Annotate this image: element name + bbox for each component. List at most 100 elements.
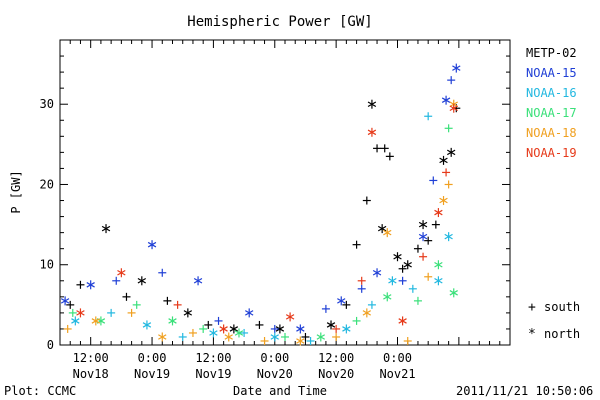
point-metp-02-north — [229, 324, 239, 334]
point-noaa-19-south — [173, 300, 182, 309]
point-noaa-17-north — [449, 288, 458, 298]
point-metp-02-south — [66, 300, 75, 309]
point-metp-02-south — [76, 280, 85, 289]
point-metp-02-north — [377, 224, 387, 234]
y-tick-label: 20 — [40, 177, 54, 191]
point-noaa-15-south — [214, 316, 223, 325]
point-metp-02-south — [385, 152, 394, 161]
point-metp-02-south — [373, 144, 382, 153]
x-tick-day-label: Nov20 — [257, 367, 293, 381]
point-noaa-17-south — [413, 296, 422, 305]
plot-credit: Plot: CCMC — [4, 384, 76, 398]
point-metp-02-north — [403, 260, 412, 270]
point-metp-02-south — [204, 320, 213, 329]
point-noaa-17-north — [316, 332, 325, 342]
y-tick-label: 30 — [40, 97, 54, 111]
point-noaa-19-north — [434, 208, 443, 218]
point-noaa-16-north — [444, 232, 453, 242]
point-metp-02-south — [301, 332, 310, 341]
y-tick-label: 10 — [40, 258, 54, 272]
legend: METP-02 NOAA-15 NOAA-16 NOAA-17 NOAA-18 NOAA-… — [526, 46, 577, 160]
point-noaa-16-north — [209, 328, 218, 338]
point-noaa-15-south — [398, 276, 407, 285]
point-metp-02-south — [163, 296, 172, 305]
point-noaa-16-south — [424, 112, 433, 121]
point-noaa-15-south — [112, 276, 121, 285]
point-noaa-19-north — [398, 316, 407, 326]
point-noaa-18-north — [296, 336, 305, 346]
plot-timestamp: 2011/11/21 10:50:06 — [456, 384, 593, 398]
point-noaa-16-north — [342, 324, 351, 334]
point-noaa-19-north — [367, 127, 377, 137]
x-tick-time-label: 0:00 — [383, 351, 412, 365]
point-noaa-17-north — [383, 292, 392, 302]
y-axis-label: P [GW] — [9, 170, 23, 213]
point-metp-02-south — [398, 264, 407, 273]
point-noaa-17-north — [168, 316, 177, 326]
x-tick-time-label: 12:00 — [195, 351, 231, 365]
legend-noaa-18: NOAA-18 — [526, 126, 577, 140]
point-metp-02-south — [352, 240, 361, 249]
point-noaa-18-south — [403, 336, 412, 345]
marker-legend-asterisk-symbol: * — [528, 327, 536, 342]
point-noaa-16-south — [306, 336, 315, 345]
point-noaa-18-south — [63, 324, 72, 333]
x-axis-label: Date and Time — [233, 384, 327, 398]
point-noaa-16-north — [434, 276, 443, 286]
point-noaa-17-south — [352, 316, 361, 325]
point-noaa-15-north — [337, 296, 346, 306]
point-metp-02-north — [393, 252, 402, 262]
point-noaa-18-north — [383, 228, 392, 238]
point-noaa-19-north — [285, 312, 295, 322]
point-noaa-18-north — [224, 332, 233, 342]
point-noaa-19-south — [332, 324, 341, 333]
point-noaa-15-north — [147, 240, 157, 250]
point-noaa-19-south — [357, 276, 366, 285]
point-noaa-17-north — [434, 260, 443, 270]
point-noaa-19-north — [449, 103, 458, 113]
point-noaa-15-south — [270, 324, 279, 333]
point-metp-02-south — [380, 144, 389, 153]
point-noaa-16-north — [71, 316, 80, 326]
point-noaa-15-north — [86, 280, 95, 290]
point-noaa-18-south — [260, 336, 269, 345]
plot-frame — [59, 39, 511, 346]
point-metp-02-south — [362, 196, 371, 205]
point-noaa-16-south — [178, 332, 187, 341]
point-noaa-18-north — [362, 308, 372, 318]
marker-legend: + south * north — [528, 300, 580, 342]
point-metp-02-north — [101, 224, 111, 234]
point-noaa-16-south — [408, 284, 417, 293]
point-noaa-16-north — [142, 320, 152, 330]
point-metp-02-south — [424, 236, 433, 245]
point-noaa-15-north — [418, 232, 428, 242]
marker-legend-south-label: south — [544, 300, 580, 314]
point-metp-02-south — [431, 220, 440, 229]
point-noaa-18-south — [127, 308, 136, 317]
point-metp-02-north — [439, 155, 448, 165]
point-noaa-18-north — [91, 316, 100, 326]
point-noaa-19-south — [419, 252, 428, 261]
point-noaa-16-south — [240, 328, 249, 337]
point-noaa-15-north — [372, 268, 382, 278]
point-noaa-18-south — [188, 328, 197, 337]
point-noaa-16-north — [388, 276, 397, 286]
x-axis: 12:00 Nov18 0:00 Nov19 12:00 Nov19 0:00 Nov20 12… — [59, 40, 511, 381]
point-noaa-15-north — [452, 63, 461, 73]
x-tick-day-label: Nov19 — [195, 367, 231, 381]
point-noaa-15-north — [296, 324, 305, 334]
point-metp-02-north — [183, 308, 193, 318]
point-noaa-18-south — [424, 272, 433, 281]
point-noaa-15-south — [357, 284, 366, 293]
point-noaa-17-south — [199, 324, 208, 333]
point-noaa-18-south — [332, 332, 341, 341]
y-axis: 0 10 20 30 — [40, 39, 510, 352]
point-noaa-17-north — [234, 328, 244, 338]
x-tick-day-label: Nov20 — [318, 367, 354, 381]
point-noaa-17-south — [68, 308, 77, 317]
point-noaa-18-north — [439, 196, 448, 206]
point-metp-02-south — [255, 320, 264, 329]
point-noaa-15-north — [441, 95, 451, 105]
marker-legend-plus-symbol: + — [528, 300, 536, 315]
